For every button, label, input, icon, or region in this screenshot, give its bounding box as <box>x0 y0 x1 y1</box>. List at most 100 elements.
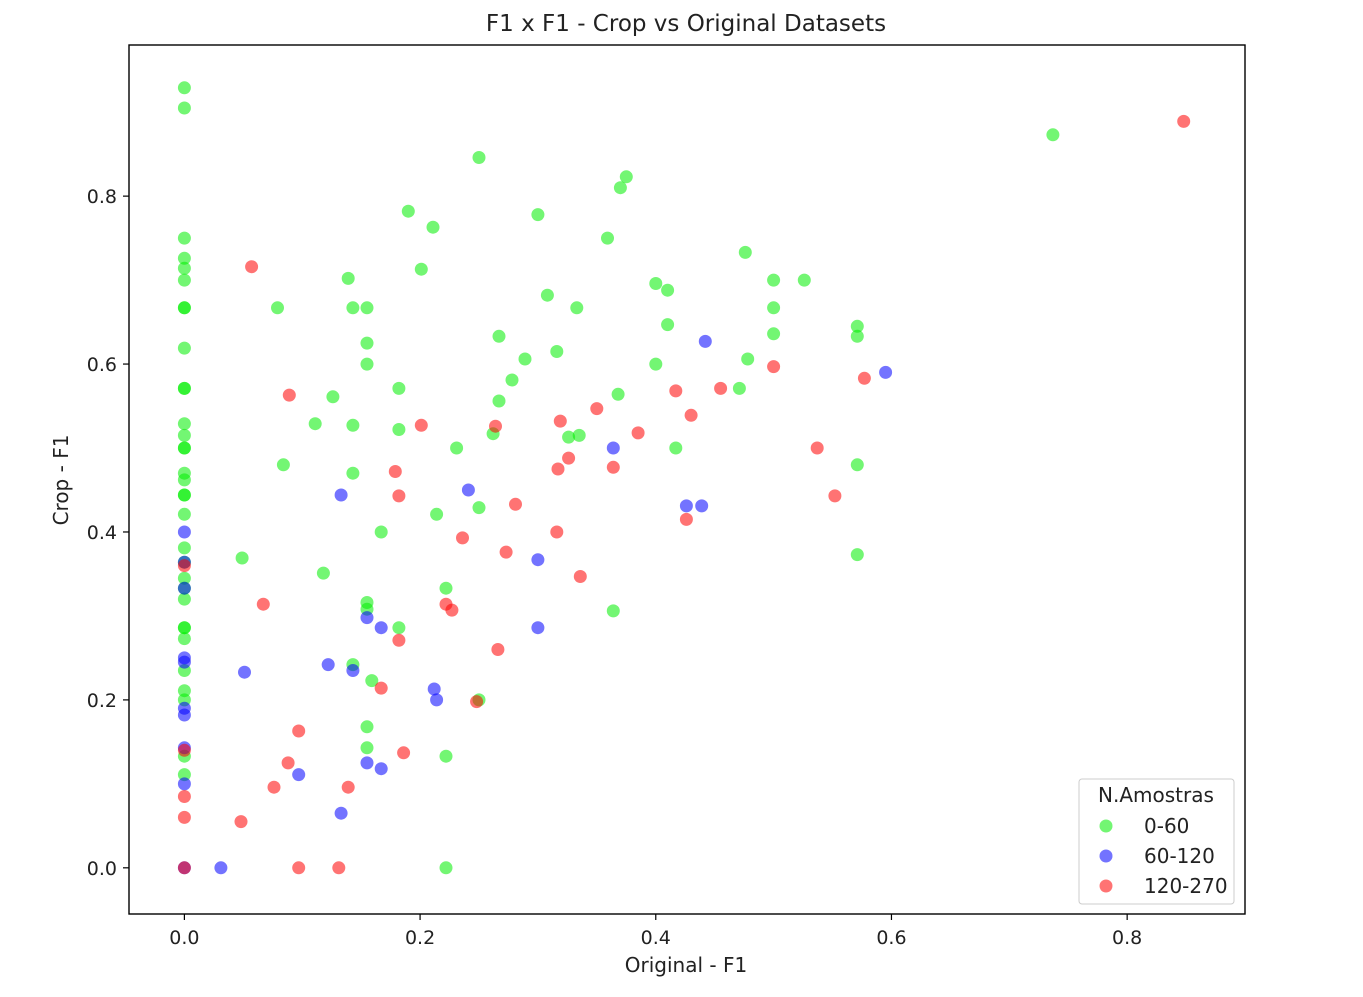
y-tick-label: 0.0 <box>87 858 117 880</box>
data-point <box>450 441 464 455</box>
data-point <box>619 170 633 184</box>
data-point <box>177 101 191 115</box>
data-point <box>177 708 191 722</box>
x-tick-label: 0.4 <box>641 927 671 949</box>
data-point <box>177 273 191 287</box>
data-point <box>282 388 296 402</box>
data-point <box>572 428 586 442</box>
x-axis-ticks: 0.0 0.2 0.4 0.6 0.8 <box>169 914 1142 949</box>
data-point <box>374 762 388 776</box>
data-point <box>177 81 191 95</box>
data-point <box>505 373 519 387</box>
legend-title: N.Amostras <box>1098 783 1214 807</box>
data-point <box>360 357 374 371</box>
x-tick-label: 0.8 <box>1112 927 1142 949</box>
data-point <box>414 262 428 276</box>
data-point <box>613 181 627 195</box>
data-point <box>741 352 755 366</box>
data-point <box>540 288 554 302</box>
data-point <box>767 301 781 315</box>
data-point <box>430 693 444 707</box>
data-point <box>332 861 346 875</box>
y-tick-label: 0.6 <box>87 354 117 376</box>
data-point <box>360 720 374 734</box>
data-point <box>177 301 191 315</box>
data-point <box>570 301 584 315</box>
data-point <box>177 231 191 245</box>
data-point <box>631 426 645 440</box>
data-point <box>661 318 675 332</box>
data-point <box>238 665 251 679</box>
data-point <box>346 301 360 315</box>
data-point <box>177 488 191 502</box>
data-point <box>392 423 406 436</box>
data-point <box>767 327 781 341</box>
data-point <box>276 458 290 472</box>
data-point <box>828 489 842 503</box>
data-point <box>177 621 191 635</box>
data-point <box>456 531 469 545</box>
data-point <box>850 319 864 333</box>
data-point <box>177 632 191 646</box>
data-point <box>439 581 453 595</box>
data-point <box>360 611 374 625</box>
data-point <box>679 512 693 526</box>
y-tick-label: 0.8 <box>87 186 117 208</box>
data-point <box>392 621 406 635</box>
data-point <box>292 724 306 738</box>
data-point <box>797 273 811 287</box>
data-point <box>177 768 191 782</box>
legend-entries: 0-60 60-120 120-270 <box>1099 814 1228 898</box>
data-point <box>1177 114 1191 128</box>
data-point <box>341 780 355 794</box>
data-point <box>472 501 486 515</box>
data-point <box>850 548 864 562</box>
data-point <box>679 499 693 513</box>
data-point <box>509 497 522 511</box>
data-point <box>550 345 564 358</box>
data-point <box>445 603 459 617</box>
plot-frame <box>128 44 1246 915</box>
data-point <box>392 381 406 395</box>
data-point <box>177 428 191 442</box>
data-point <box>738 245 752 259</box>
data-point <box>767 273 781 287</box>
data-point <box>489 419 502 433</box>
data-point <box>177 684 191 698</box>
data-point <box>472 151 486 164</box>
data-point <box>767 360 781 374</box>
data-point <box>334 488 348 502</box>
data-point <box>360 741 374 755</box>
data-point <box>326 390 340 404</box>
data-point <box>857 371 871 385</box>
data-point <box>698 334 712 348</box>
data-point <box>669 384 683 398</box>
data-point <box>551 462 565 476</box>
x-tick-label: 0.0 <box>169 927 199 949</box>
data-point <box>292 768 306 782</box>
legend: N.Amostras 0-60 60-120 120-270 <box>1078 778 1235 905</box>
data-point <box>392 633 406 647</box>
data-point <box>334 806 348 820</box>
y-tick-label: 0.4 <box>87 522 117 544</box>
data-point <box>499 545 513 559</box>
data-point <box>492 329 506 343</box>
data-point <box>281 756 295 770</box>
data-point <box>492 394 506 408</box>
chart-title: F1 x F1 - Crop vs Original Datasets <box>486 11 886 37</box>
data-point <box>573 570 587 583</box>
data-point <box>606 441 620 455</box>
data-point <box>177 861 191 875</box>
data-point <box>292 861 306 875</box>
data-point <box>374 621 388 635</box>
x-tick-label: 0.2 <box>405 927 435 949</box>
data-point <box>346 664 360 677</box>
data-point <box>414 418 428 432</box>
data-point <box>177 251 191 265</box>
data-point <box>562 430 576 444</box>
data-point <box>426 220 440 234</box>
data-point <box>177 417 191 431</box>
data-point <box>177 473 191 487</box>
data-point <box>177 743 191 757</box>
data-point <box>341 271 355 285</box>
